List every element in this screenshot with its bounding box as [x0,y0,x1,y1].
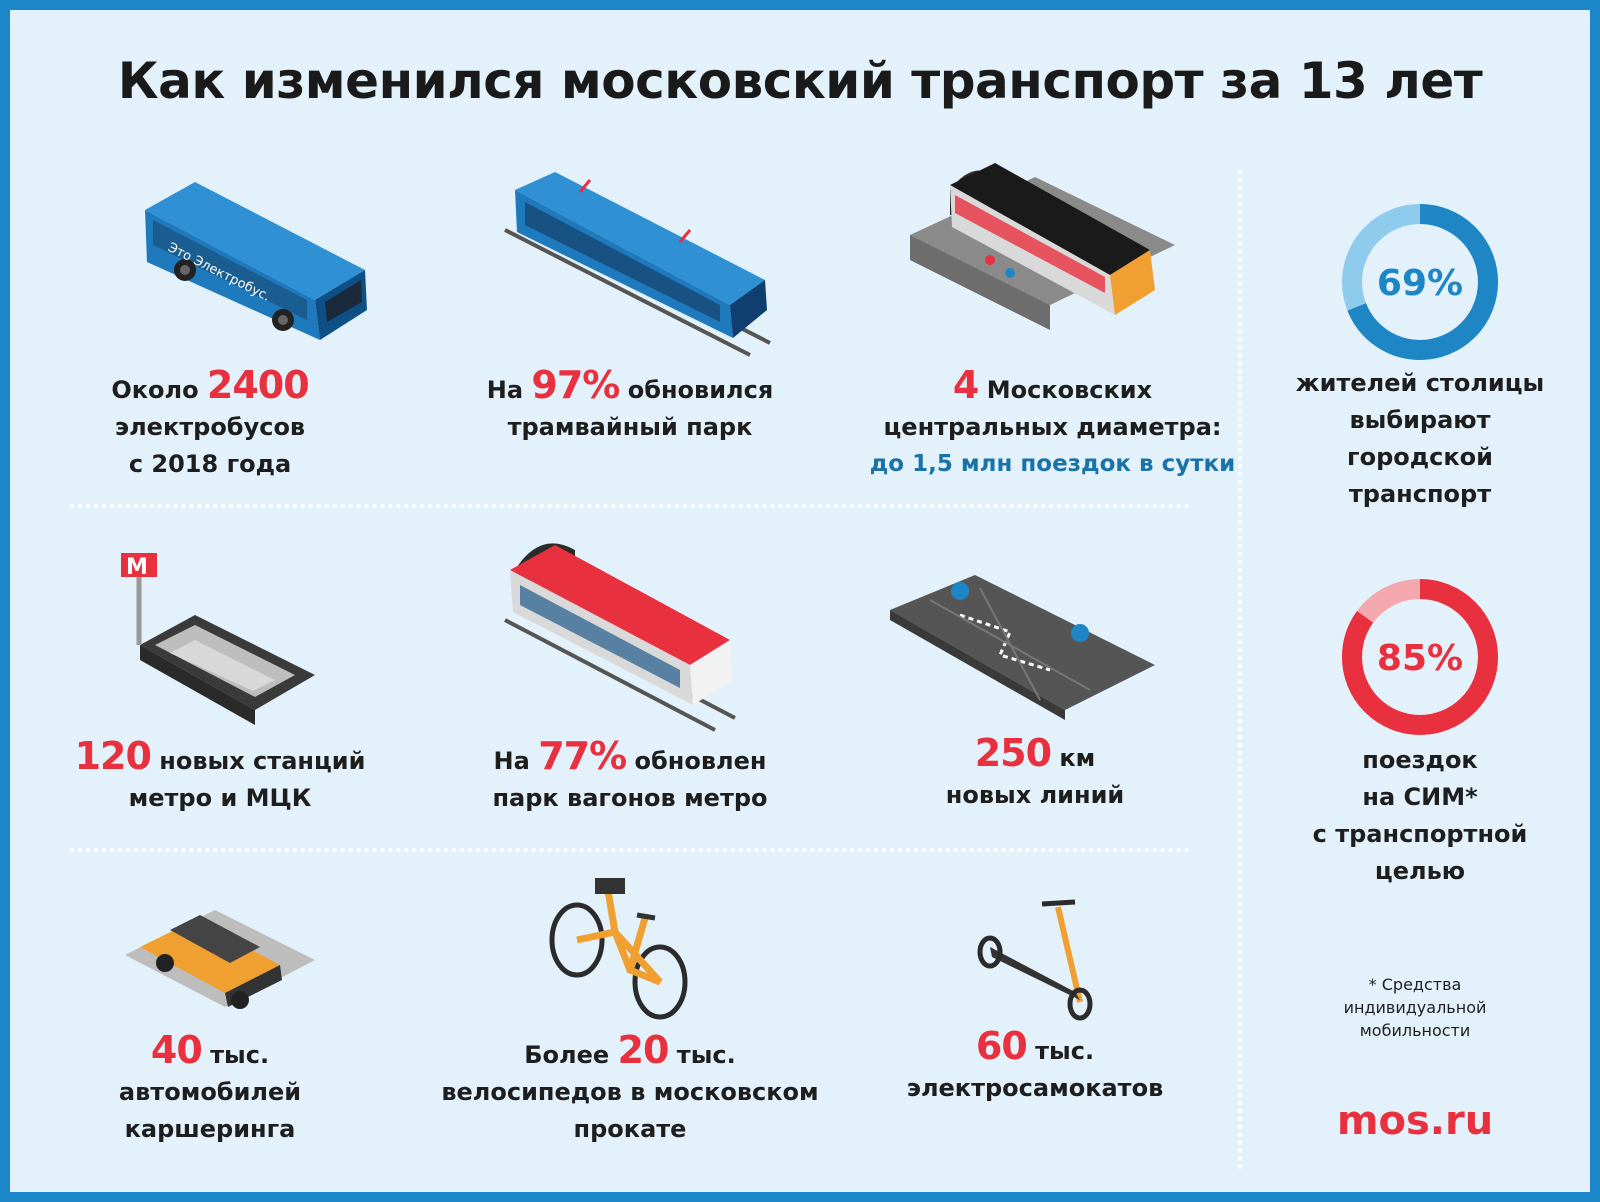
mos-ru-logo[interactable]: mos.ru [1336,1098,1494,1144]
page-title: Как изменился московский транспорт за 13… [117,52,1483,110]
stat-tram-fleet: На 97% обновился трамвайный парк [486,363,774,441]
city-map-icon [890,575,1155,720]
row-divider [70,848,1190,852]
row-divider [70,504,1190,508]
stat-electric-scooters: 60 тыс. электросамокатов [906,1024,1164,1102]
stat-bicycles: Более 20 тыс. велосипедов в московском п… [441,1028,819,1143]
metro-sign-letter: М [126,555,148,580]
ring-chart-85: 85% [1342,579,1498,735]
carsharing-car-icon [125,910,315,1009]
ring-caption-sim-trips: поездок на СИМ* с транспортной целью [1312,746,1528,885]
stat-metro-cars: На 77% обновлен парк вагонов метро [492,734,768,812]
mcd-trips-highlight: до 1,5 млн поездок в сутки [869,451,1236,477]
ring-value-arc [1342,579,1498,735]
mcd-train-icon [910,163,1175,330]
tram-icon [504,172,771,357]
stat-new-lines: 250 км новых линий [945,731,1125,809]
ring-value-arc [1342,204,1498,360]
electric-scooter-icon [977,899,1093,1021]
metro-train-icon [504,543,736,732]
stat-mcd-diameters: 4 Московских центральных диаметра: до 1,… [860,366,1245,483]
stat-new-stations: 120 новых станций метро и МЦК [74,734,366,812]
footnote: * Средства индивидуальной мобильности [1343,975,1487,1040]
electric-bus-icon: Это Электробус. [145,182,367,340]
ring-chart-69: 69% [1342,204,1498,360]
stat-carsharing: 40 тыс. автомобилей каршеринга [118,1028,302,1143]
ring-label: 69% [1377,263,1463,304]
bicycle-icon [549,878,688,1020]
stat-electric-buses: Около 2400 электробусов с 2018 года [111,363,309,478]
ring-label: 85% [1377,638,1463,679]
column-divider [1238,170,1242,1170]
metro-entrance-icon: М [121,553,315,725]
ring-caption-residents: жителей столицы выбирают городской транс… [1295,369,1545,508]
infographic: Как изменился московский транспорт за 13… [10,10,1590,1192]
